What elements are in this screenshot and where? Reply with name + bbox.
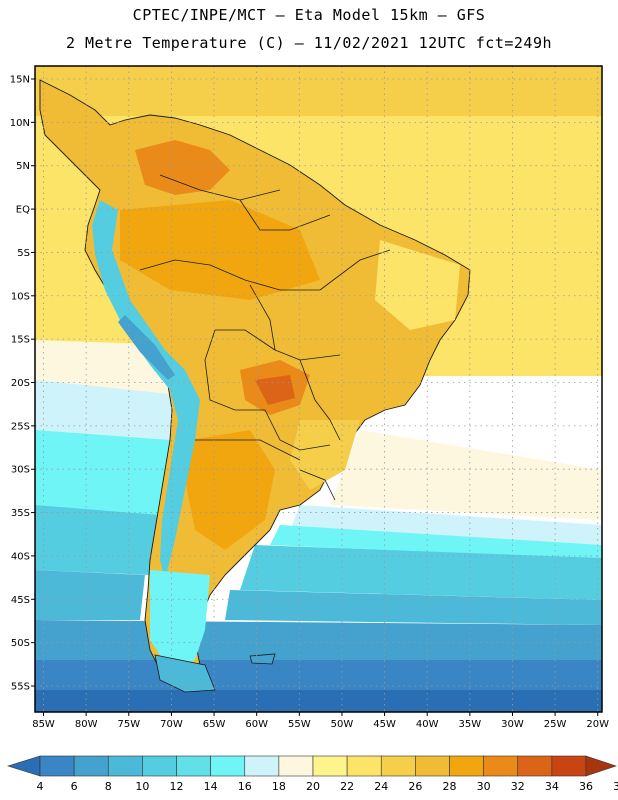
colorbar-swatch xyxy=(210,755,246,777)
lat-tick-label: 45S xyxy=(11,595,30,606)
colorbar-label: 34 xyxy=(545,780,559,793)
lat-tick-label: 50S xyxy=(11,638,30,649)
colorbar-label: 16 xyxy=(238,780,252,793)
map-subtitle: 2 Metre Temperature (C) – 11/02/2021 12U… xyxy=(65,34,553,52)
lat-tick-label: 10S xyxy=(11,291,30,302)
lon-tick-label: 85W xyxy=(32,719,55,730)
colorbar-label: 32 xyxy=(511,780,525,793)
lat-tick-label: EQ xyxy=(16,205,30,216)
lon-tick-label: 35W xyxy=(459,719,482,730)
colorbar-swatch xyxy=(346,755,382,777)
lon-tick-label: 25W xyxy=(544,719,567,730)
ocean-band-south xyxy=(35,660,602,690)
colorbar-label: 4 xyxy=(37,780,44,793)
colorbar-label: 6 xyxy=(71,780,78,793)
colorbar-swatch xyxy=(244,755,280,777)
ocean-band-mid-south xyxy=(35,620,602,660)
colorbar-swatch xyxy=(517,755,553,777)
colorbar-label: 30 xyxy=(477,780,491,793)
map-frame xyxy=(34,65,603,713)
ocean-band-far-south xyxy=(35,690,602,712)
colorbar-label: 26 xyxy=(408,780,422,793)
lon-tick-label: 20W xyxy=(586,719,609,730)
country-borders xyxy=(139,174,391,501)
lon-tick-label: 80W xyxy=(75,719,98,730)
lon-tick-label: 45W xyxy=(373,719,396,730)
warm-zone-argentina xyxy=(185,430,275,550)
lat-tick-label: 55S xyxy=(11,681,30,692)
lat-tick-label: 15N xyxy=(10,75,30,86)
patagonia-cool xyxy=(150,570,210,670)
colorbar-swatch xyxy=(415,755,450,777)
colorbar-swatch xyxy=(39,755,75,777)
lat-tick-label: 10N xyxy=(10,118,30,129)
colorbar-swatch xyxy=(380,755,416,777)
lat-tick-label: 20S xyxy=(11,378,30,389)
ocean-band-cool xyxy=(35,570,602,625)
tierra-del-fuego xyxy=(154,654,216,693)
lon-tick-label: 40W xyxy=(416,719,439,730)
colorbar-swatch xyxy=(73,755,109,777)
colorbar-label: 36 xyxy=(579,780,593,793)
falkland-islands xyxy=(249,653,276,665)
lat-tick-label: 5N xyxy=(16,161,30,172)
colorbar-swatch xyxy=(278,755,314,777)
colorbar-under-arrow xyxy=(6,755,41,777)
lat-tick-label: 40S xyxy=(11,551,30,562)
lon-tick-label: 70W xyxy=(160,719,183,730)
colorbar-label: 14 xyxy=(204,780,218,793)
lon-tick-label: 30W xyxy=(501,719,524,730)
colorbar-label: 18 xyxy=(272,780,286,793)
hot-zone-pantanal xyxy=(255,375,295,405)
colorbar-label: 8 xyxy=(105,780,112,793)
latitude-labels: 15N 10N 5N EQ 5S 10S 15S 20S 25S 30S 35S 40S 45S 50S 5… xyxy=(10,75,35,692)
colorbar-label: 22 xyxy=(340,780,354,793)
colorbar-label: 24 xyxy=(374,780,388,793)
lon-tick-label: 50W xyxy=(331,719,354,730)
andes-cold-strip xyxy=(92,200,200,580)
hot-zone-venezuela xyxy=(135,140,230,195)
mild-zone-southeast xyxy=(290,420,360,490)
ocean-band-cyan xyxy=(35,430,602,560)
colorbar-swatch xyxy=(312,755,348,777)
lon-tick-label: 60W xyxy=(245,719,268,730)
map-title: CPTEC/INPE/MCT – Eta Model 15km – GFS xyxy=(132,6,486,24)
colorbar-label: 28 xyxy=(443,780,457,793)
colorbar-swatch xyxy=(449,755,484,777)
colorbar: 4 6 8 10 12 14 16 18 20 22 24 26 28 30 32 34 36 38 xyxy=(6,755,618,793)
colorbar-swatch xyxy=(107,755,143,777)
lat-tick-label: 5S xyxy=(17,248,30,259)
colorbar-swatch xyxy=(551,755,587,777)
colorbar-label: 20 xyxy=(306,780,320,793)
colorbar-swatch xyxy=(176,755,211,777)
mild-zone-northeast xyxy=(375,240,460,330)
lat-tick-label: 15S xyxy=(11,335,30,346)
map-area xyxy=(35,66,602,712)
longitude-labels: 85W 80W 75W 70W 65W 60W 55W 50W 45W 40W 35W 30W 25W 2… xyxy=(32,712,609,730)
colorbar-over-arrow xyxy=(585,755,617,777)
colorbar-swatch xyxy=(142,755,177,777)
colorbar-label: 38 xyxy=(613,780,618,793)
lon-tick-label: 65W xyxy=(203,719,226,730)
lat-lon-grid xyxy=(35,66,602,712)
lat-tick-label: 30S xyxy=(11,465,30,476)
lon-tick-label: 55W xyxy=(288,719,311,730)
lat-tick-label: 25S xyxy=(11,421,30,432)
ocean-band-north-tropical xyxy=(35,66,602,116)
lat-tick-label: 35S xyxy=(11,508,30,519)
colorbar-label: 10 xyxy=(135,780,149,793)
colorbar-label: 12 xyxy=(170,780,184,793)
warm-zone-amazon xyxy=(120,200,320,300)
colorbar-swatch xyxy=(483,755,519,777)
andes-peak-cold xyxy=(118,315,175,380)
lon-tick-label: 75W xyxy=(117,719,140,730)
ocean-band-teal xyxy=(35,505,602,600)
